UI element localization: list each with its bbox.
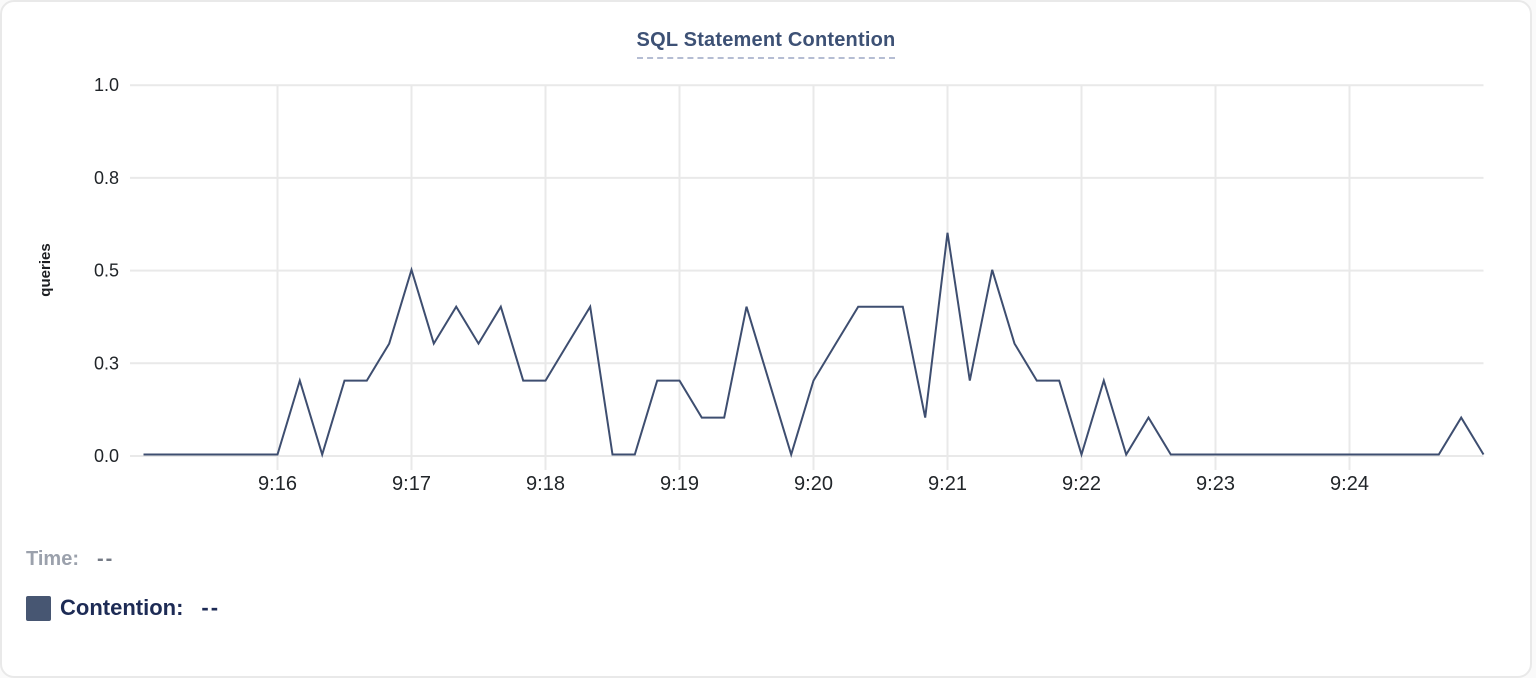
x-tick-label: 9:23 <box>1196 473 1235 495</box>
x-tick-label: 9:24 <box>1330 473 1369 495</box>
legend-time-row: Time: -- <box>26 547 220 571</box>
y-tick-label: 0.5 <box>94 261 119 281</box>
legend-time-label: Time: <box>26 547 79 570</box>
x-tick-label: 9:16 <box>258 473 297 495</box>
chart-title-wrap: SQL Statement Contention <box>2 29 1530 59</box>
y-tick-label: 0.3 <box>94 353 119 373</box>
legend-contention-label: Contention: <box>60 595 184 620</box>
x-tick-label: 9:22 <box>1062 473 1101 495</box>
y-tick-label: 1.0 <box>94 75 119 95</box>
chart-legend: Time: -- Contention: -- <box>26 547 220 621</box>
y-tick-label: 0.0 <box>94 446 119 466</box>
y-tick-label: 0.8 <box>94 168 119 188</box>
legend-time-value: -- <box>96 547 115 570</box>
x-tick-label: 9:20 <box>794 473 833 495</box>
contention-series-swatch <box>26 595 51 621</box>
contention-line-chart[interactable]: 0.0 0.3 0.5 0.8 1.0 9:16 9:17 9:18 9:19 9:20 9:21 9… <box>2 2 1536 654</box>
x-tick-label: 9:19 <box>660 473 699 495</box>
chart-title[interactable]: SQL Statement Contention <box>636 29 896 59</box>
contention-series-line <box>143 232 1485 458</box>
x-tick-label: 9:21 <box>928 473 967 495</box>
y-axis-title: queries <box>37 243 54 296</box>
legend-contention-value: -- <box>201 595 221 620</box>
x-tick-label: 9:18 <box>526 473 565 495</box>
legend-contention-row: Contention: -- <box>26 595 220 621</box>
x-tick-label: 9:17 <box>392 473 431 495</box>
